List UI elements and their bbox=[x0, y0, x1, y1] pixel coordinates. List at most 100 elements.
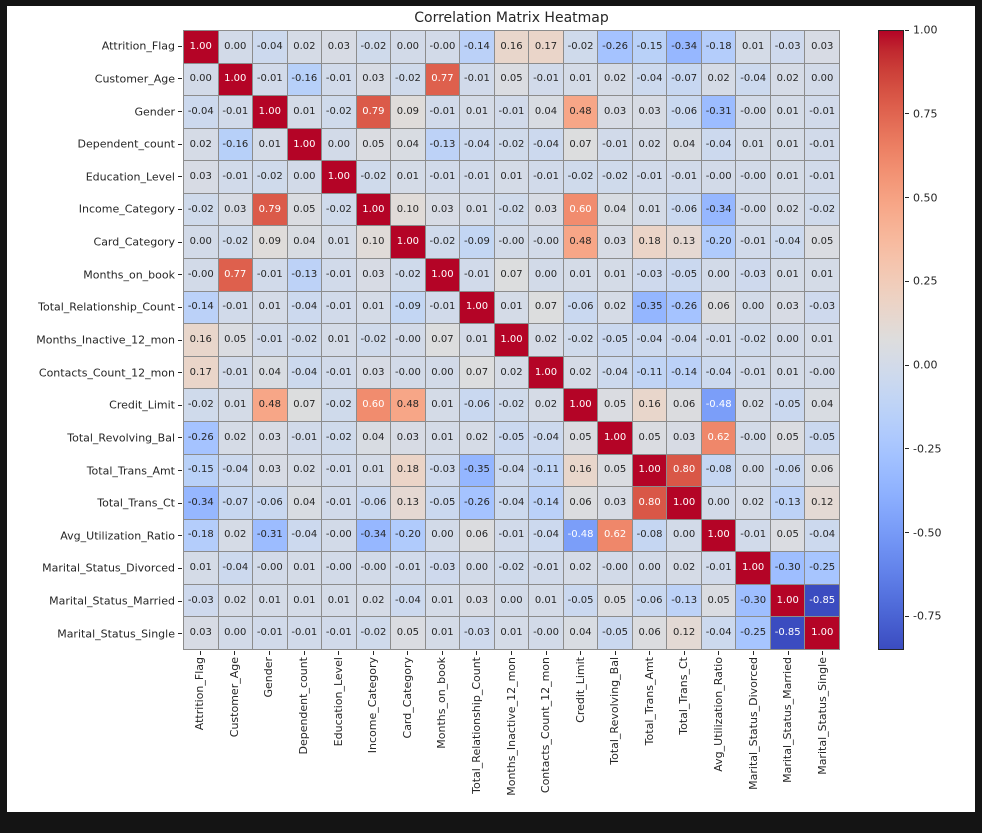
heatmap-cell: 0.01 bbox=[287, 96, 322, 128]
heatmap-cell: -0.31 bbox=[253, 519, 287, 552]
heatmap-cell: 0.02 bbox=[701, 63, 736, 96]
col-label: Attrition_Flag bbox=[193, 657, 207, 731]
heatmap-cell: 0.80 bbox=[667, 454, 701, 487]
heatmap-cell: -0.04 bbox=[253, 31, 287, 63]
y-tick bbox=[178, 404, 182, 406]
colorbar-tick-label: -0.25 bbox=[913, 442, 942, 456]
heatmap-cell: -0.01 bbox=[736, 356, 770, 389]
heatmap-cell: -0.01 bbox=[425, 161, 460, 193]
heatmap-cell: -0.04 bbox=[529, 128, 563, 161]
heatmap-cell: 0.04 bbox=[356, 421, 391, 454]
heatmap-cell: -0.02 bbox=[736, 324, 770, 356]
row-label: Customer_Age bbox=[94, 72, 175, 86]
heatmap-cell: 0.79 bbox=[253, 193, 287, 226]
heatmap-cell: 0.05 bbox=[770, 519, 805, 552]
heatmap-cell: -0.00 bbox=[391, 324, 425, 356]
heatmap-cell: 0.01 bbox=[356, 454, 391, 487]
heatmap-cell: 0.05 bbox=[563, 421, 598, 454]
heatmap-cell: -0.03 bbox=[184, 584, 218, 617]
heatmap-cell: -0.01 bbox=[736, 519, 770, 552]
heatmap-cell: 0.02 bbox=[184, 128, 218, 161]
heatmap-cell: -0.02 bbox=[356, 324, 391, 356]
heatmap-cell: -0.26 bbox=[184, 421, 218, 454]
heatmap-cell: 0.03 bbox=[598, 226, 632, 259]
colorbar-tick bbox=[905, 113, 909, 115]
heatmap-cell: 0.02 bbox=[460, 421, 494, 454]
heatmap-cell: -0.04 bbox=[770, 226, 805, 259]
y-tick bbox=[178, 470, 182, 472]
heatmap-cell: 0.09 bbox=[391, 96, 425, 128]
heatmap-cell: -0.01 bbox=[598, 128, 632, 161]
heatmap-cell: 0.03 bbox=[356, 259, 391, 291]
colorbar-tick bbox=[905, 197, 909, 199]
col-label: Card_Category bbox=[400, 657, 414, 739]
heatmap-cell: 0.01 bbox=[460, 193, 494, 226]
heatmap-cell: -0.00 bbox=[494, 226, 529, 259]
row-label: Gender bbox=[134, 105, 175, 119]
heatmap-cell: -0.04 bbox=[391, 584, 425, 617]
heatmap-cell: 0.10 bbox=[391, 193, 425, 226]
heatmap-cell: -0.02 bbox=[563, 161, 598, 193]
heatmap-cell: 0.06 bbox=[805, 454, 839, 487]
row-label: Income_Category bbox=[78, 202, 175, 216]
heatmap-cell: -0.85 bbox=[805, 584, 839, 617]
heatmap-cell: 0.05 bbox=[218, 324, 253, 356]
heatmap-cell: 0.00 bbox=[391, 31, 425, 63]
heatmap-cell: 0.00 bbox=[667, 519, 701, 552]
row-label: Marital_Status_Married bbox=[49, 594, 175, 608]
heatmap-cell: -0.04 bbox=[529, 519, 563, 552]
heatmap-cell: -0.02 bbox=[563, 324, 598, 356]
heatmap-cell: 0.03 bbox=[356, 63, 391, 96]
heatmap-cell: -0.04 bbox=[529, 421, 563, 454]
heatmap-cell: 0.05 bbox=[287, 193, 322, 226]
colorbar-tick-label: 0.50 bbox=[913, 191, 938, 205]
heatmap-cell: -0.02 bbox=[184, 193, 218, 226]
heatmap-cell: 0.16 bbox=[494, 31, 529, 63]
heatmap-cell: 0.80 bbox=[632, 487, 667, 519]
heatmap-cell: 0.04 bbox=[287, 226, 322, 259]
col-label: Education_Level bbox=[331, 657, 345, 747]
heatmap-cell: -0.01 bbox=[460, 63, 494, 96]
heatmap-cell: 0.01 bbox=[287, 584, 322, 617]
heatmap-cell: -0.04 bbox=[736, 63, 770, 96]
heatmap-grid: 1.00 0.00 -0.04 0.02 0.03 -0.02 0.00 -0.00 -0.14… bbox=[183, 30, 840, 650]
heatmap-cell: 1.00 bbox=[494, 324, 529, 356]
heatmap-cell: -0.01 bbox=[253, 617, 287, 649]
colorbar-tick bbox=[905, 448, 909, 450]
heatmap-cell: -0.02 bbox=[425, 226, 460, 259]
figure-canvas: Correlation Matrix Heatmap 1.00 0.00 -0.04… bbox=[7, 6, 975, 812]
heatmap-cell: 0.16 bbox=[632, 389, 667, 421]
heatmap-cell: 1.00 bbox=[598, 421, 632, 454]
heatmap-cell: -0.85 bbox=[770, 617, 805, 649]
heatmap-cell: 0.03 bbox=[667, 421, 701, 454]
heatmap-cell: 0.01 bbox=[563, 63, 598, 96]
heatmap-cell: -0.07 bbox=[218, 487, 253, 519]
heatmap-cell: -0.11 bbox=[632, 356, 667, 389]
heatmap-cell: -0.05 bbox=[770, 389, 805, 421]
heatmap-cell: -0.01 bbox=[322, 617, 356, 649]
heatmap-cell: -0.13 bbox=[770, 487, 805, 519]
row-label: Contacts_Count_12_mon bbox=[38, 366, 175, 380]
heatmap-cell: -0.04 bbox=[598, 356, 632, 389]
heatmap-cell: 0.04 bbox=[805, 389, 839, 421]
heatmap-cell: 0.48 bbox=[391, 389, 425, 421]
heatmap-cell: 0.02 bbox=[218, 421, 253, 454]
heatmap-cell: 1.00 bbox=[218, 63, 253, 96]
col-label: Income_Category bbox=[366, 657, 380, 754]
heatmap-cell: -0.05 bbox=[494, 421, 529, 454]
heatmap-cell: -0.02 bbox=[218, 226, 253, 259]
heatmap-cell: -0.01 bbox=[701, 324, 736, 356]
heatmap-cell: -0.26 bbox=[598, 31, 632, 63]
x-tick bbox=[234, 651, 236, 655]
row-label: Card_Category bbox=[93, 235, 175, 249]
row-label: Avg_Utilization_Ratio bbox=[60, 529, 175, 543]
heatmap-cell: -0.26 bbox=[460, 487, 494, 519]
heatmap-cell: 0.00 bbox=[460, 552, 494, 584]
heatmap-cell: 0.03 bbox=[598, 487, 632, 519]
heatmap-cell: -0.04 bbox=[632, 324, 667, 356]
x-tick bbox=[303, 651, 305, 655]
heatmap-cell: -0.04 bbox=[805, 519, 839, 552]
heatmap-cell: 0.03 bbox=[253, 454, 287, 487]
x-tick bbox=[683, 651, 685, 655]
heatmap-cell: 1.00 bbox=[632, 454, 667, 487]
